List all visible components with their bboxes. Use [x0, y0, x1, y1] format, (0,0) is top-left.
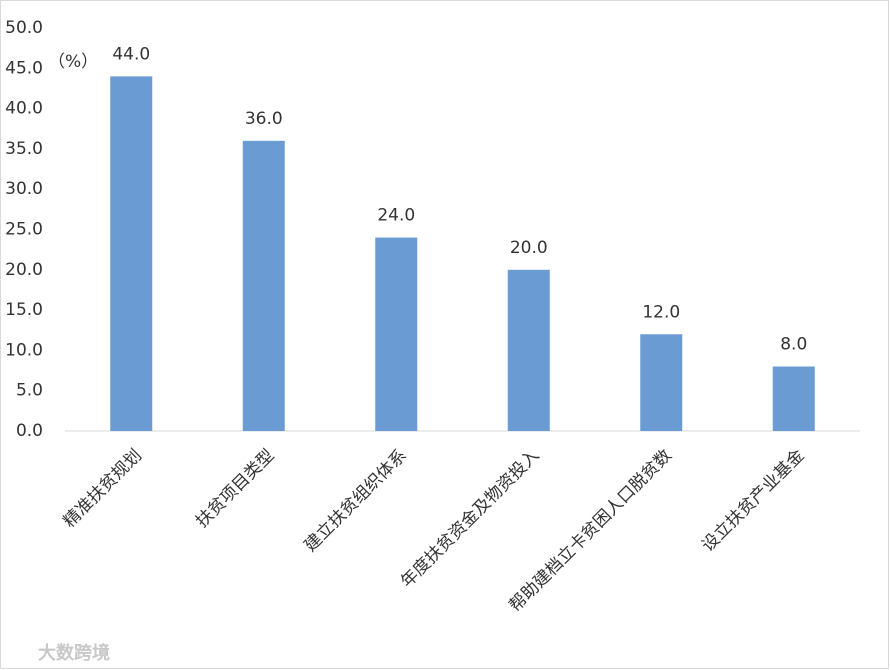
y-tick-label: 10.0: [5, 340, 43, 360]
value-label: 8.0: [780, 335, 807, 355]
bar: [772, 366, 815, 431]
value-label: 12.0: [642, 302, 680, 322]
y-tick-label: 30.0: [5, 179, 43, 199]
bar: [242, 140, 285, 431]
unit-label: （%）: [48, 52, 98, 72]
y-tick-label: 0.0: [16, 421, 43, 441]
value-label: 44.0: [112, 44, 150, 64]
y-tick-label: 5.0: [16, 381, 43, 401]
y-tick-label: 25.0: [5, 220, 43, 240]
x-tick-label: 设立扶贫产业基金: [698, 446, 808, 556]
y-tick-label: 15.0: [5, 300, 43, 320]
value-label: 24.0: [377, 206, 415, 226]
x-tick-label: 扶贫项目类型: [192, 446, 278, 532]
y-tick-label: 45.0: [5, 58, 43, 78]
watermark: 大数跨境: [38, 642, 110, 664]
bar: [110, 76, 153, 432]
x-tick-label: 年度扶贫资金及物资投入: [397, 446, 543, 592]
y-tick-label: 35.0: [5, 139, 43, 159]
bar: [375, 237, 418, 431]
value-label: 36.0: [245, 109, 283, 129]
y-tick-label: 20.0: [5, 260, 43, 280]
x-tick-label: 精准扶贫规划: [60, 446, 146, 532]
value-label: 20.0: [510, 238, 548, 258]
y-tick-label: 50.0: [5, 18, 43, 38]
bar: [507, 269, 550, 431]
y-tick-label: 40.0: [5, 99, 43, 119]
x-tick-label: 建立扶贫组织体系: [301, 446, 411, 556]
bar: [640, 334, 683, 431]
